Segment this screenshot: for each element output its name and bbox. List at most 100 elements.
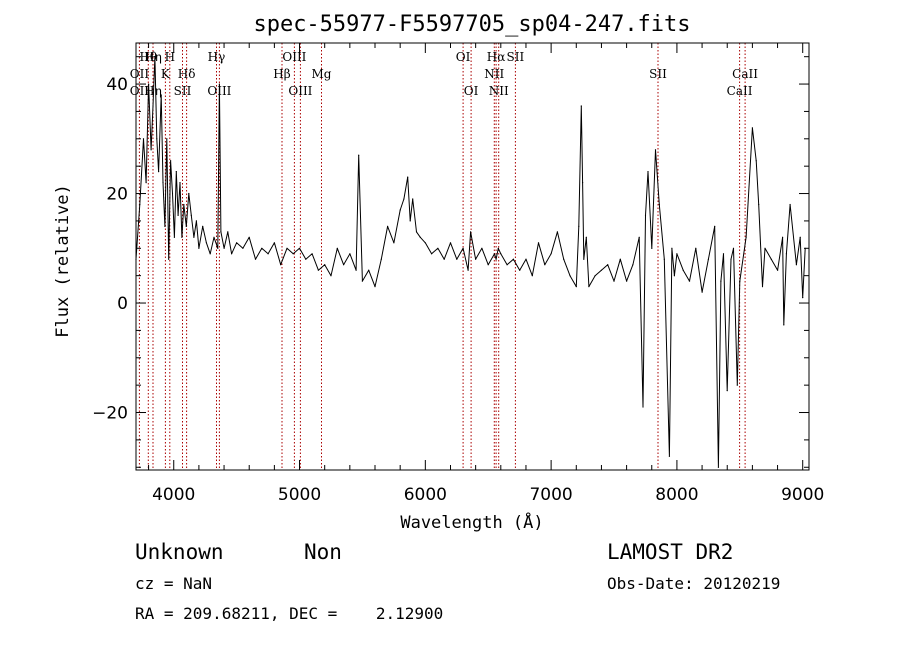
line-label-1: OII xyxy=(130,84,150,98)
line-label-19: SII xyxy=(507,50,525,64)
x-tick-label: 4000 xyxy=(152,485,195,505)
data-point xyxy=(585,236,587,238)
data-point xyxy=(654,149,657,151)
data-point xyxy=(437,247,439,249)
plot-frame xyxy=(135,42,810,471)
data-point xyxy=(777,269,779,271)
data-point xyxy=(311,253,313,255)
data-point xyxy=(563,258,565,260)
data-point xyxy=(717,466,720,468)
line-label-4: Hη xyxy=(144,84,162,98)
data-point xyxy=(714,225,716,227)
data-point xyxy=(726,390,728,392)
data-point xyxy=(642,406,644,408)
data-point xyxy=(658,203,660,206)
data-point xyxy=(475,258,477,260)
data-point xyxy=(537,242,540,244)
data-point xyxy=(160,94,162,96)
data-point xyxy=(148,83,150,85)
y-tick-label: 0 xyxy=(117,294,128,314)
axis-ticks: 4000 5000 6000 7000 8000 9000 −20 0 20 40 xyxy=(92,43,824,505)
data-point xyxy=(701,291,703,293)
data-point xyxy=(171,192,174,195)
data-point xyxy=(227,231,229,233)
y-tick-label: 40 xyxy=(106,75,128,95)
data-point xyxy=(470,231,472,233)
data-point xyxy=(361,280,363,282)
line-label-16: OI xyxy=(464,84,479,98)
data-point xyxy=(424,242,426,244)
data-point xyxy=(152,105,154,107)
data-point xyxy=(292,253,294,255)
data-point xyxy=(164,225,166,227)
survey-name: LAMOST DR2 xyxy=(607,540,733,564)
data-point xyxy=(403,198,405,200)
data-point xyxy=(594,275,596,277)
data-point xyxy=(506,264,508,266)
data-point xyxy=(223,247,225,249)
x-tick-label: 7000 xyxy=(529,485,572,505)
data-point xyxy=(695,247,697,249)
data-point xyxy=(209,253,211,255)
data-point xyxy=(730,258,732,260)
data-point xyxy=(298,247,301,249)
data-point xyxy=(355,269,357,271)
x-tick-label: 5000 xyxy=(278,485,321,505)
data-point xyxy=(583,258,585,260)
data-point xyxy=(407,176,409,178)
line-label-10: OIII xyxy=(207,84,231,98)
redshift-cz: cz = NaN xyxy=(135,574,212,593)
data-point xyxy=(449,242,452,244)
line-label-7: SII xyxy=(174,84,192,98)
data-point xyxy=(317,269,319,271)
data-point xyxy=(205,242,207,244)
data-point xyxy=(188,192,190,195)
data-point xyxy=(782,236,784,238)
data-point xyxy=(409,220,411,222)
data-point xyxy=(217,247,219,249)
data-point xyxy=(343,264,345,266)
x-axis-label: Wavelength (Å) xyxy=(400,511,543,533)
data-point xyxy=(198,247,200,249)
data-point xyxy=(170,160,172,162)
data-point xyxy=(613,280,615,282)
data-point xyxy=(156,138,158,140)
data-point xyxy=(415,231,418,233)
data-point xyxy=(764,247,766,249)
data-point xyxy=(626,280,628,282)
data-point xyxy=(175,171,177,173)
data-point xyxy=(467,269,469,271)
data-point xyxy=(190,214,192,216)
data-point xyxy=(673,275,676,277)
data-point xyxy=(254,258,257,260)
data-point xyxy=(481,247,483,249)
line-label-5: K xyxy=(161,67,171,81)
data-point xyxy=(380,258,382,260)
data-point xyxy=(644,214,647,216)
data-point xyxy=(671,247,673,249)
y-tick-label: 20 xyxy=(106,185,128,205)
data-point xyxy=(500,253,502,255)
data-point xyxy=(544,264,546,266)
line-label-9: Hγ xyxy=(208,50,226,64)
line-label-20: NII xyxy=(489,84,509,98)
data-point xyxy=(158,171,160,173)
line-label-11: Hβ xyxy=(273,67,290,81)
data-point xyxy=(582,182,584,184)
data-point xyxy=(550,253,552,255)
line-label-layer: OIIOIIHθHηHηKHSIIHδHγOIIIHβOIIIOIIIMgOIO… xyxy=(130,50,759,98)
data-point xyxy=(676,253,678,255)
data-point xyxy=(273,242,275,244)
data-point xyxy=(487,264,489,266)
data-point xyxy=(173,236,175,238)
data-point xyxy=(651,247,653,249)
data-point xyxy=(707,258,710,260)
data-point xyxy=(393,242,395,244)
data-point xyxy=(166,138,168,140)
data-point xyxy=(179,182,181,184)
data-point xyxy=(795,264,798,266)
data-point xyxy=(431,253,433,255)
y-axis-label: Flux (relative) xyxy=(53,184,73,338)
data-point xyxy=(330,275,332,277)
data-point xyxy=(419,236,421,238)
